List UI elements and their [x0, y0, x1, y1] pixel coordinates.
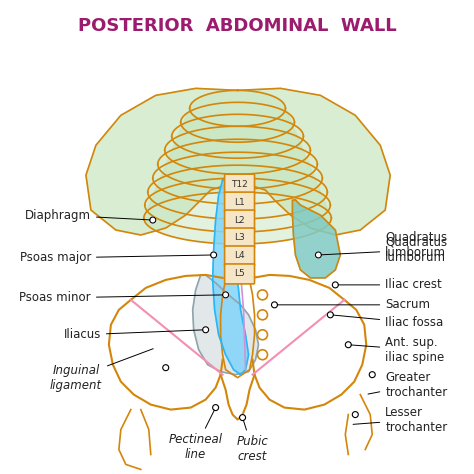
Polygon shape — [213, 180, 248, 374]
Polygon shape — [292, 200, 340, 278]
Circle shape — [315, 252, 321, 258]
Text: Ant. sup.
iliac spine: Ant. sup. iliac spine — [351, 336, 445, 364]
Text: Pectineal
line: Pectineal line — [169, 410, 223, 462]
Text: POSTERIOR  ABDOMINAL  WALL: POSTERIOR ABDOMINAL WALL — [78, 17, 397, 35]
Text: L2: L2 — [234, 216, 245, 225]
Text: Psoas major: Psoas major — [19, 251, 211, 264]
Circle shape — [352, 411, 358, 418]
Circle shape — [369, 372, 375, 378]
Circle shape — [203, 327, 209, 333]
FancyBboxPatch shape — [225, 228, 255, 248]
Text: Pubic
crest: Pubic crest — [237, 420, 268, 464]
Text: Lesser
trochanter: Lesser trochanter — [353, 406, 447, 434]
Text: Quadratus
lumborum: Quadratus lumborum — [321, 236, 447, 264]
Circle shape — [272, 302, 277, 308]
Text: Inguinal
ligament: Inguinal ligament — [50, 349, 153, 392]
FancyBboxPatch shape — [225, 264, 255, 284]
Text: Quadratus
lumborum: Quadratus lumborum — [385, 231, 447, 259]
Text: L1: L1 — [234, 198, 245, 207]
Text: Iliac crest: Iliac crest — [338, 278, 442, 292]
Text: Greater
trochanter: Greater trochanter — [368, 371, 447, 399]
FancyBboxPatch shape — [225, 174, 255, 194]
FancyBboxPatch shape — [225, 192, 255, 212]
Text: Sacrum: Sacrum — [277, 298, 430, 311]
Polygon shape — [86, 88, 390, 235]
FancyBboxPatch shape — [225, 246, 255, 266]
Circle shape — [332, 282, 338, 288]
Text: Iliacus: Iliacus — [64, 328, 203, 341]
Text: T12: T12 — [231, 180, 248, 189]
FancyBboxPatch shape — [225, 210, 255, 230]
Circle shape — [328, 312, 333, 318]
Circle shape — [213, 405, 219, 410]
Circle shape — [163, 365, 169, 371]
Polygon shape — [192, 275, 258, 374]
Circle shape — [239, 415, 246, 420]
Circle shape — [223, 292, 228, 298]
Text: Iliac fossa: Iliac fossa — [333, 315, 444, 329]
Text: L4: L4 — [234, 251, 245, 260]
Text: L5: L5 — [234, 269, 245, 278]
Text: Diaphragm: Diaphragm — [25, 209, 150, 221]
Polygon shape — [144, 91, 331, 218]
Circle shape — [210, 252, 217, 258]
Polygon shape — [144, 109, 331, 244]
Circle shape — [346, 342, 351, 348]
Text: L3: L3 — [234, 234, 245, 243]
Circle shape — [150, 217, 156, 223]
Text: Psoas minor: Psoas minor — [19, 292, 223, 304]
